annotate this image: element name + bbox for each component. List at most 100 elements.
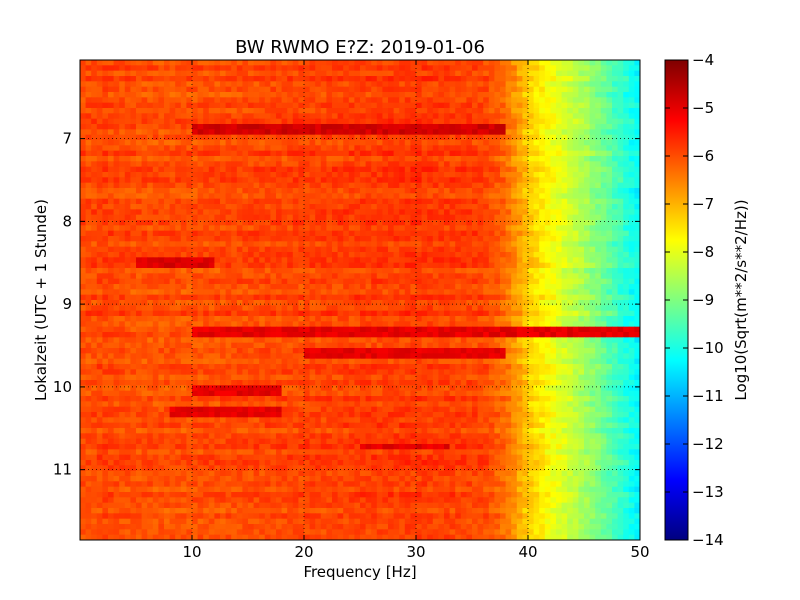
- heatmap-cell: [91, 113, 98, 120]
- heatmap-cell: [522, 289, 529, 296]
- heatmap-cell: [561, 134, 568, 141]
- heatmap-cell: [388, 262, 395, 269]
- heatmap-cell: [96, 156, 103, 162]
- heatmap-cell: [371, 236, 378, 242]
- heatmap-cell: [225, 166, 232, 173]
- heatmap-cell: [488, 145, 495, 152]
- heatmap-cell: [354, 145, 361, 152]
- heatmap-cell: [264, 300, 271, 306]
- heatmap-cell: [528, 230, 535, 237]
- heatmap-cell: [371, 284, 378, 290]
- heatmap-cell: [567, 166, 574, 173]
- heatmap-cell: [522, 257, 529, 264]
- heatmap-cell: [141, 236, 148, 242]
- heatmap-cell: [460, 172, 467, 178]
- heatmap-cell: [500, 76, 507, 82]
- heatmap-cell: [578, 97, 585, 104]
- heatmap-cell: [203, 289, 210, 296]
- heatmap-cell: [488, 310, 495, 317]
- heatmap-cell: [382, 230, 389, 237]
- heatmap-cell: [281, 236, 288, 242]
- heatmap-cell: [483, 76, 490, 82]
- heatmap-cell: [477, 246, 484, 253]
- heatmap-cell: [427, 124, 434, 130]
- heatmap-cell: [511, 86, 518, 93]
- heatmap-cell: [259, 289, 266, 296]
- heatmap-cell: [152, 166, 159, 173]
- heatmap-cell: [164, 236, 171, 242]
- heatmap-cell: [91, 268, 98, 274]
- heatmap-cell: [449, 97, 456, 104]
- heatmap-cell: [438, 124, 445, 130]
- heatmap-cell: [169, 70, 176, 77]
- heatmap-cell: [505, 257, 512, 264]
- heatmap-cell: [203, 108, 210, 114]
- heatmap-cell: [264, 305, 271, 312]
- heatmap-cell: [466, 113, 473, 120]
- heatmap-cell: [466, 268, 473, 274]
- heatmap-cell: [119, 188, 126, 194]
- heatmap-cell: [147, 198, 154, 205]
- heatmap-cell: [225, 70, 232, 77]
- heatmap-cell: [354, 257, 361, 264]
- heatmap-cell: [158, 209, 165, 216]
- heatmap-cell: [494, 300, 501, 306]
- heatmap-cell: [399, 182, 406, 189]
- heatmap-cell: [91, 124, 98, 130]
- heatmap-cell: [264, 257, 271, 264]
- heatmap-cell: [421, 156, 428, 162]
- heatmap-cell: [600, 65, 607, 72]
- heatmap-cell: [108, 278, 115, 285]
- heatmap-cell: [108, 284, 115, 290]
- heatmap-cell: [348, 70, 355, 77]
- heatmap-cell: [382, 252, 389, 258]
- heatmap-cell: [404, 177, 411, 184]
- heatmap-cell: [276, 236, 283, 242]
- heatmap-cell: [617, 257, 624, 264]
- heatmap-cell: [544, 150, 551, 157]
- heatmap-cell: [472, 150, 479, 157]
- heatmap-cell: [214, 124, 221, 130]
- heatmap-cell: [220, 166, 227, 173]
- heatmap-cell: [253, 76, 260, 82]
- heatmap-cell: [606, 118, 613, 125]
- heatmap-cell: [572, 294, 579, 301]
- heatmap-cell: [304, 284, 311, 290]
- heatmap-cell: [85, 129, 92, 136]
- heatmap-cell: [108, 65, 115, 72]
- heatmap-cell: [186, 150, 193, 157]
- heatmap-cell: [628, 134, 635, 141]
- heatmap-cell: [578, 193, 585, 200]
- heatmap-cell: [556, 172, 563, 178]
- heatmap-cell: [102, 108, 109, 114]
- heatmap-cell: [522, 198, 529, 205]
- heatmap-cell: [432, 140, 439, 146]
- heatmap-cell: [416, 161, 423, 168]
- heatmap-cell: [556, 214, 563, 221]
- heatmap-cell: [600, 156, 607, 162]
- heatmap-cell: [460, 316, 467, 322]
- heatmap-cell: [91, 230, 98, 237]
- heatmap-cell: [516, 113, 523, 120]
- heatmap-cell: [102, 182, 109, 189]
- heatmap-cell: [136, 321, 143, 328]
- heatmap-cell: [421, 188, 428, 194]
- heatmap-cell: [231, 182, 238, 189]
- heatmap-cell: [309, 65, 316, 72]
- heatmap-cell: [225, 305, 232, 312]
- heatmap-cell: [259, 321, 266, 328]
- heatmap-cell: [292, 81, 299, 88]
- heatmap-cell: [276, 81, 283, 88]
- heatmap-cell: [197, 204, 204, 210]
- heatmap-cell: [360, 113, 367, 120]
- heatmap-cell: [634, 166, 640, 173]
- heatmap-cell: [578, 273, 585, 280]
- heatmap-cell: [281, 188, 288, 194]
- heatmap-cell: [102, 118, 109, 125]
- heatmap-cell: [455, 60, 462, 66]
- heatmap-cell: [511, 81, 518, 88]
- heatmap-cell: [332, 60, 339, 66]
- heatmap-cell: [589, 177, 596, 184]
- heatmap-cell: [108, 70, 115, 77]
- heatmap-cell: [533, 70, 540, 77]
